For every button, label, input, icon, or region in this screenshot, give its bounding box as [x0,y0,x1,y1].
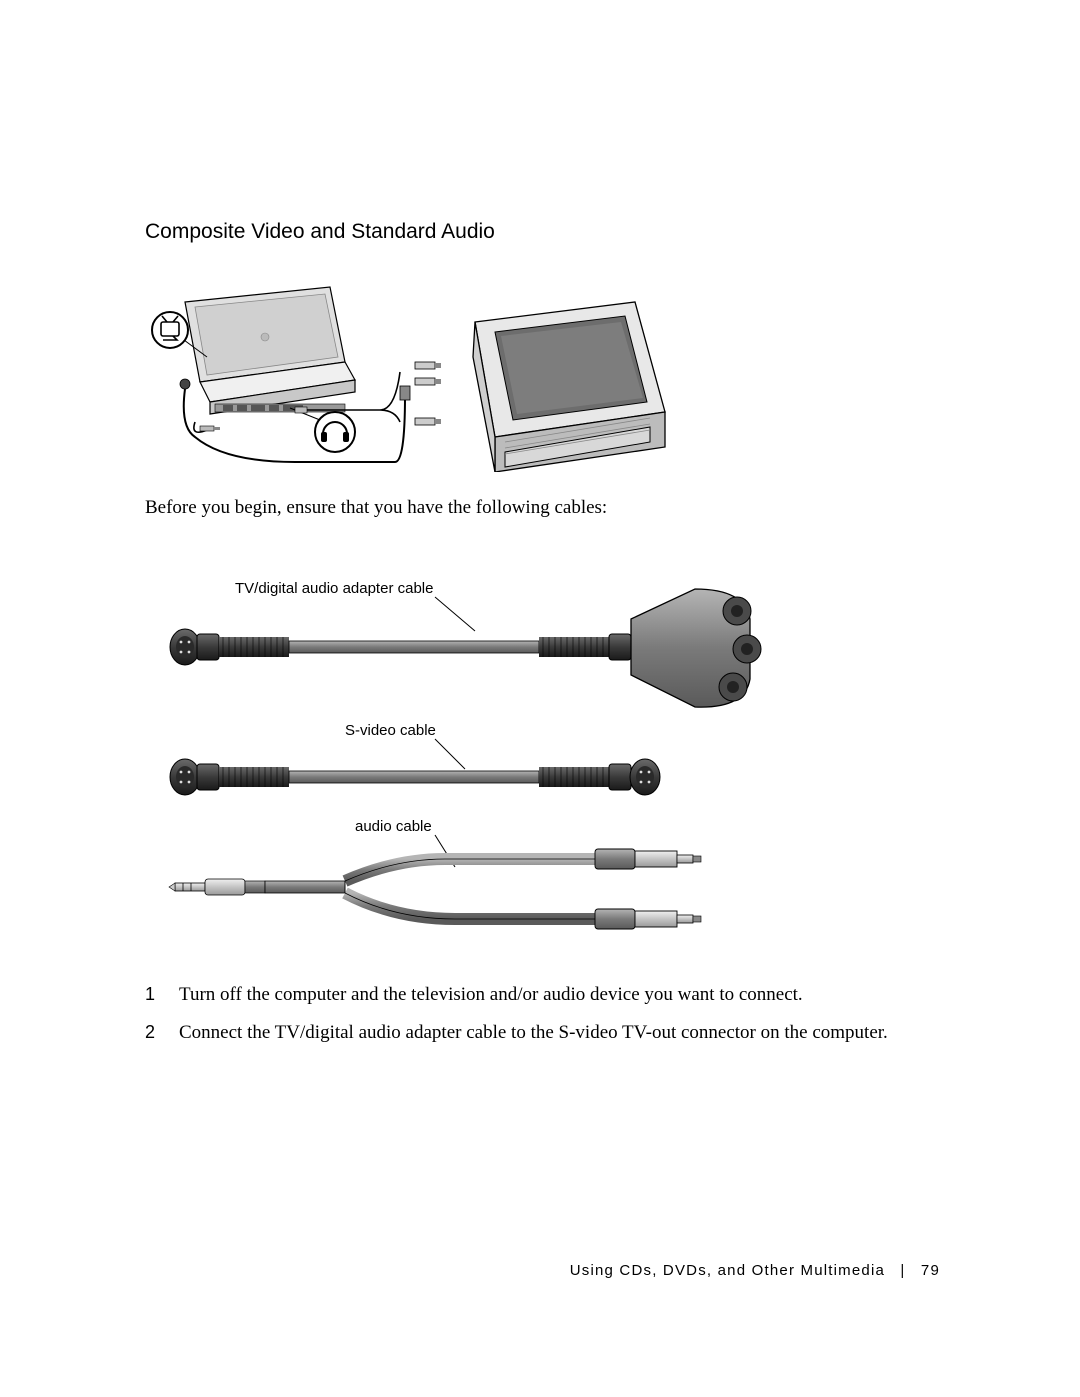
audio-cable [169,849,701,929]
audio-jack-run [194,422,220,432]
footer-page-number: 79 [921,1262,940,1279]
page-footer: Using CDs, DVDs, and Other Multimedia | … [570,1262,940,1279]
svideo-cable-label: S-video cable [345,722,436,739]
step-item: Turn off the computer and the television… [145,982,940,1008]
svideo-cable [170,759,660,795]
cables-diagram: TV/digital audio adapter cable [135,559,835,949]
footer-chapter: Using CDs, DVDs, and Other Multimedia [570,1262,885,1279]
laptop-icon [185,287,355,414]
tv-out-icon [152,312,188,348]
headphone-icon [315,412,355,452]
connection-diagram [145,262,675,472]
footer-separator: | [900,1262,905,1279]
audio-cable-label: audio cable [355,818,432,835]
intro-text: Before you begin, ensure that you have t… [145,497,940,519]
steps-list: Turn off the computer and the television… [145,982,940,1045]
crt-tv-icon [473,302,665,472]
step-item: Connect the TV/digital audio adapter cab… [145,1020,940,1046]
section-heading: Composite Video and Standard Audio [145,220,940,244]
adapter-cable [170,589,761,707]
adapter-cable-label: TV/digital audio adapter cable [235,580,433,597]
